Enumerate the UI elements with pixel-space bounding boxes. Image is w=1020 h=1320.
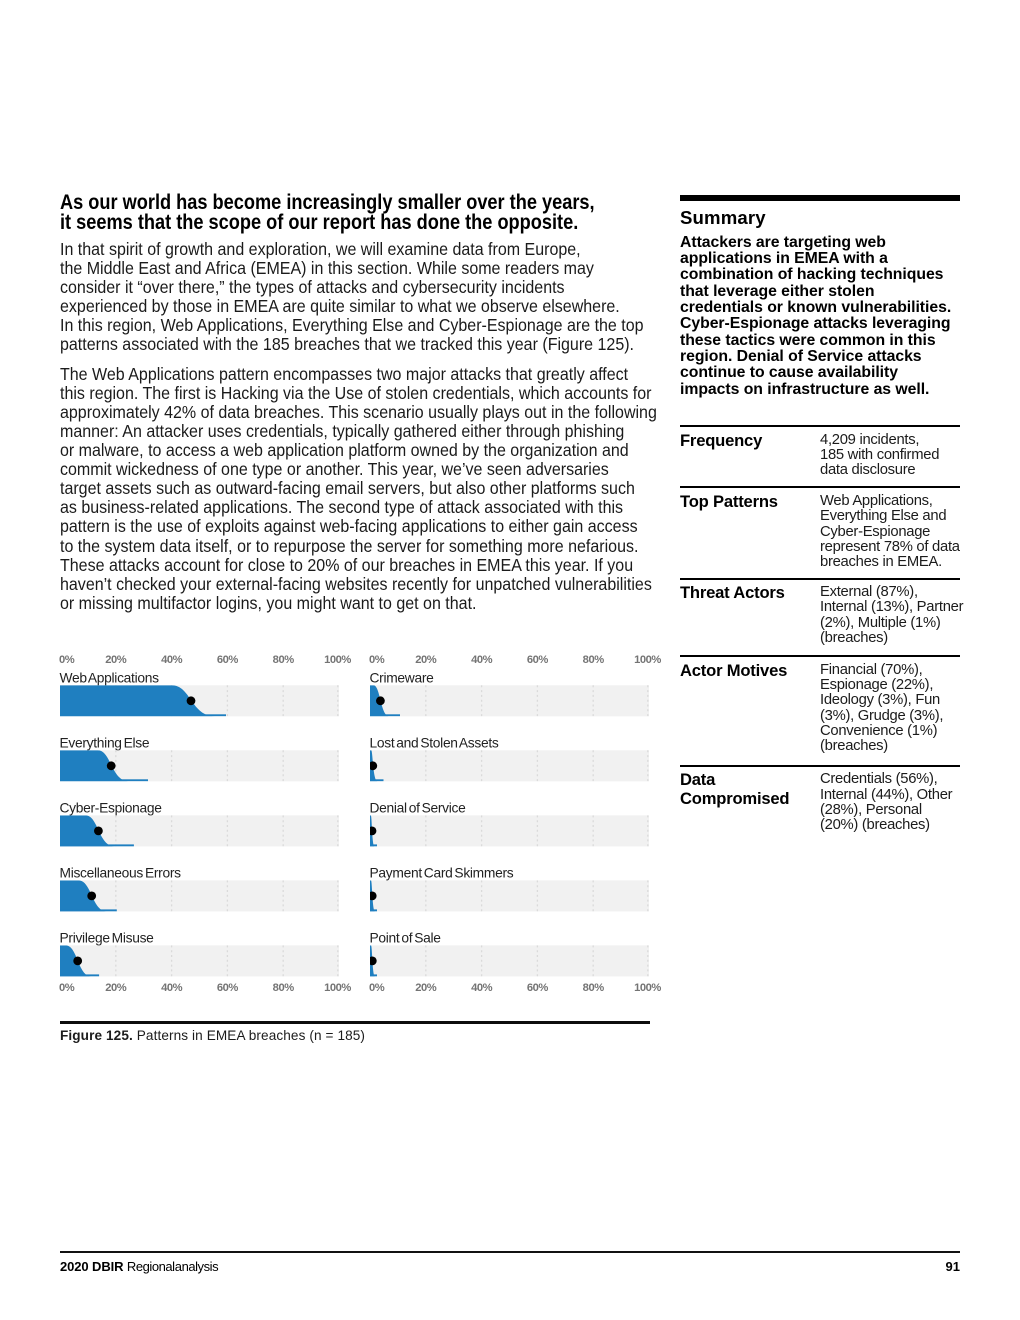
- svg-text:Miscellaneous Errors: Miscellaneous Errors: [60, 866, 182, 881]
- svg-text:20%: 20%: [105, 982, 127, 994]
- svg-text:40%: 40%: [161, 654, 183, 666]
- svg-text:20%: 20%: [105, 654, 127, 666]
- svg-text:60%: 60%: [217, 654, 239, 666]
- svg-text:60%: 60%: [527, 982, 549, 994]
- svg-text:Privilege Misuse: Privilege Misuse: [60, 931, 155, 946]
- svg-text:Payment Card Skimmers: Payment Card Skimmers: [370, 866, 514, 881]
- svg-text:40%: 40%: [471, 982, 493, 994]
- svg-text:Point of Sale: Point of Sale: [370, 931, 442, 946]
- svg-text:Crimeware: Crimeware: [370, 671, 435, 686]
- svg-text:100%: 100%: [634, 982, 661, 994]
- svg-text:Lost and Stolen Assets: Lost and Stolen Assets: [370, 736, 499, 751]
- svg-text:0%: 0%: [59, 654, 75, 666]
- svg-text:Everything Else: Everything Else: [60, 736, 150, 751]
- svg-text:20%: 20%: [415, 982, 437, 994]
- svg-text:60%: 60%: [217, 982, 239, 994]
- svg-text:40%: 40%: [161, 982, 183, 994]
- svg-text:80%: 80%: [583, 982, 605, 994]
- svg-text:40%: 40%: [471, 654, 493, 666]
- svg-text:80%: 80%: [273, 982, 295, 994]
- svg-text:100%: 100%: [324, 982, 351, 994]
- svg-text:80%: 80%: [583, 654, 605, 666]
- svg-text:80%: 80%: [273, 654, 295, 666]
- svg-text:0%: 0%: [369, 982, 385, 994]
- svg-text:60%: 60%: [527, 654, 549, 666]
- svg-text:0%: 0%: [59, 982, 75, 994]
- svg-text:20%: 20%: [415, 654, 437, 666]
- svg-text:100%: 100%: [324, 654, 351, 666]
- svg-text:100%: 100%: [634, 654, 661, 666]
- svg-text:0%: 0%: [369, 654, 385, 666]
- svg-text:Denial of Service: Denial of Service: [370, 801, 467, 816]
- svg-text:Web Applications: Web Applications: [60, 671, 160, 686]
- svg-text:Cyber-Espionage: Cyber-Espionage: [60, 801, 163, 816]
